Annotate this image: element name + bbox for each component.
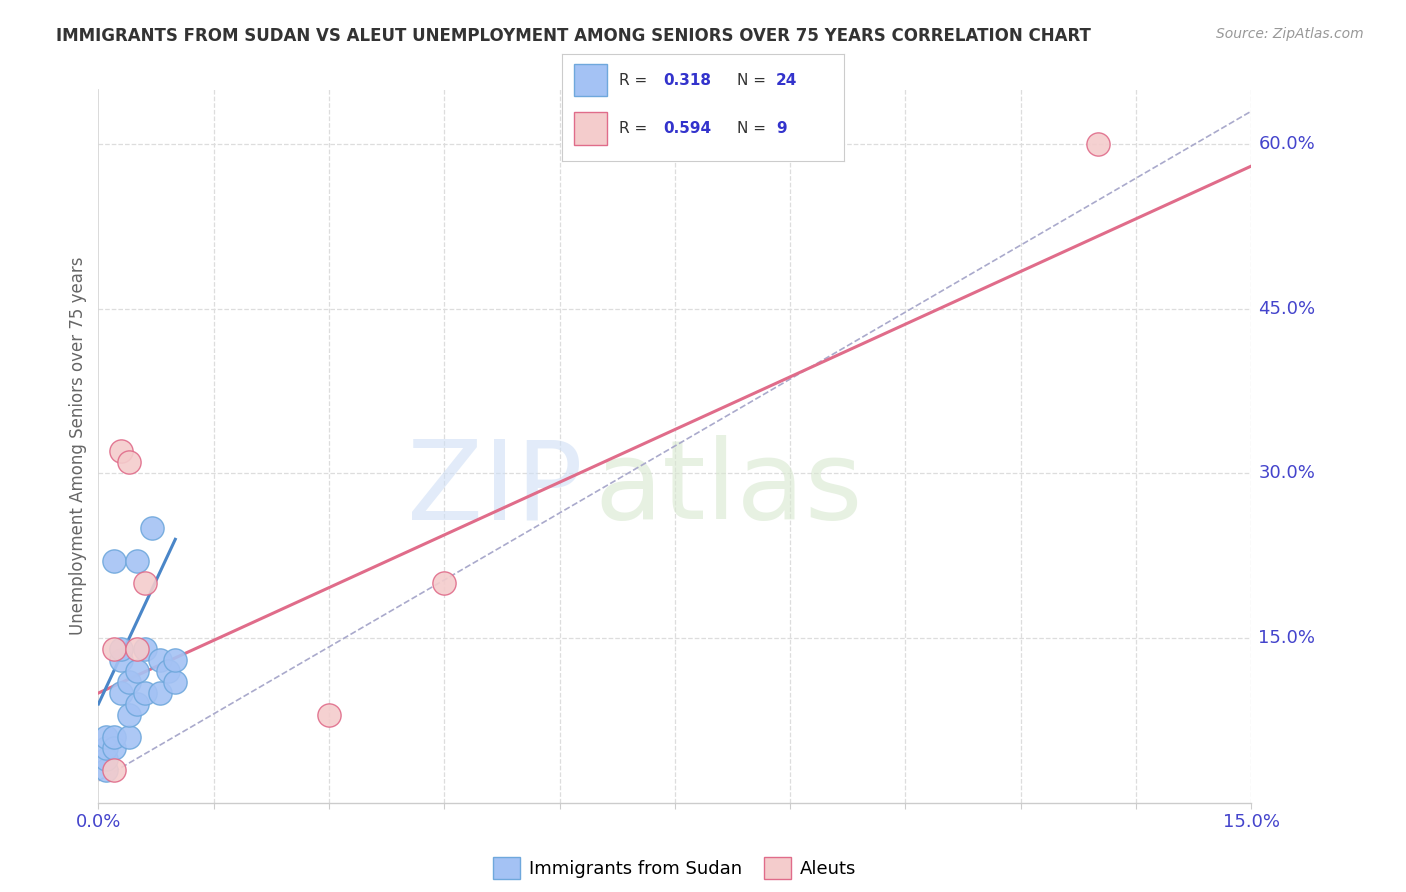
Point (125, 642, 148, 657)
Legend: Immigrants from Sudan, Aleuts: Immigrants from Sudan, Aleuts (486, 850, 863, 887)
Point (110, 686, 132, 700)
Text: 0.594: 0.594 (664, 121, 711, 136)
Text: 15.0%: 15.0% (1258, 629, 1316, 647)
Y-axis label: Unemployment Among Seniors over 75 years: Unemployment Among Seniors over 75 years (69, 257, 87, 635)
Text: 30.0%: 30.0% (1258, 465, 1315, 483)
Point (149, 653, 172, 667)
Point (318, 708, 340, 723)
Text: 45.0%: 45.0% (1258, 300, 1316, 318)
Point (165, 653, 187, 667)
Point (110, 444, 132, 458)
Point (118, 730, 141, 744)
Bar (574, 112, 607, 145)
Point (118, 708, 141, 723)
Point (149, 686, 172, 700)
Point (110, 653, 132, 667)
Point (134, 642, 156, 657)
Point (141, 521, 163, 535)
Point (103, 554, 125, 568)
Point (94, 730, 117, 744)
Point (156, 664, 179, 678)
Point (103, 763, 125, 777)
Text: 60.0%: 60.0% (1258, 135, 1315, 153)
Point (1087, 137, 1109, 152)
Point (110, 642, 132, 657)
Point (125, 697, 148, 711)
Text: 0.318: 0.318 (664, 73, 711, 87)
Text: N =: N = (737, 121, 770, 136)
Text: Source: ZipAtlas.com: Source: ZipAtlas.com (1216, 27, 1364, 41)
Text: ZIP: ZIP (406, 435, 582, 542)
Point (134, 686, 156, 700)
Point (165, 675, 187, 690)
Point (94, 752, 117, 766)
Point (118, 455, 141, 469)
Text: IMMIGRANTS FROM SUDAN VS ALEUT UNEMPLOYMENT AMONG SENIORS OVER 75 YEARS CORRELAT: IMMIGRANTS FROM SUDAN VS ALEUT UNEMPLOYM… (56, 27, 1091, 45)
Text: atlas: atlas (595, 435, 863, 542)
Point (125, 664, 148, 678)
Point (134, 576, 156, 591)
Text: R =: R = (619, 121, 652, 136)
Point (94, 740, 117, 755)
Text: 24: 24 (776, 73, 797, 87)
Text: R =: R = (619, 73, 652, 87)
Bar (574, 64, 607, 96)
Point (118, 675, 141, 690)
Point (433, 576, 456, 591)
Text: N =: N = (737, 73, 770, 87)
Point (125, 554, 148, 568)
Point (103, 740, 125, 755)
Point (94, 763, 117, 777)
Point (103, 642, 125, 657)
Text: 9: 9 (776, 121, 787, 136)
Point (103, 730, 125, 744)
